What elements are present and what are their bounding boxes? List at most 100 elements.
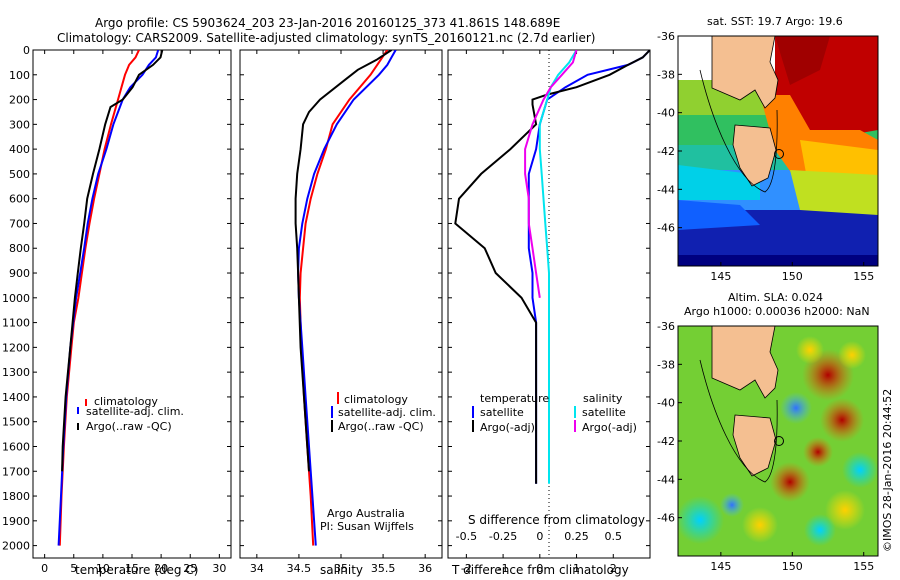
salinity-axes-box [239,49,443,559]
x-tick-label: 2 [610,562,617,575]
map-y-tick-label: -40 [657,397,675,410]
legend-header-temperature: temperature [480,392,549,405]
map-x-tick-label: 155 [853,560,874,573]
y-tick-label: 1300 [2,366,30,379]
x-tick-label: 36 [418,562,432,575]
y-tick-label: 1700 [2,465,30,478]
x-tick-label: 34 [250,562,264,575]
y-tick-label: 1800 [2,490,30,503]
legend-label-t-satellite: satellite [480,406,524,419]
y-tick-label: 300 [9,118,30,131]
temperature-legend: climatology satellite-adj. clim. Argo(..… [77,395,184,433]
sst-argo-marker [774,149,784,159]
y-tick-label: 700 [9,217,30,230]
y-tick-label: 0 [23,44,30,57]
y-tick-label: 1600 [2,440,30,453]
x-tick-label: 0 [41,562,48,575]
legend-header-salinity: salinity [583,392,623,405]
x-tick-label: 5 [70,562,77,575]
legend-label-argo: Argo(..raw -QC) [338,420,424,433]
x-tick-label: 0 [536,562,543,575]
y-tick-label: 1400 [2,391,30,404]
sst-tasmania [732,124,777,187]
map-y-tick-label: -44 [657,473,675,486]
map-y-tick-label: -46 [657,222,675,235]
map-y-tick-label: -40 [657,107,675,120]
map-x-tick-label: 150 [782,270,803,283]
temperature-xlabel: temperature (deg C) [75,563,198,577]
temperature-series [57,50,164,546]
s-tick-label: 0.25 [564,530,589,543]
series-line-argo-adj [454,50,650,484]
x-tick-label: 20 [154,562,168,575]
map-x-tick-label: 145 [710,270,731,283]
x-tick-label: 34.5 [287,562,312,575]
y-tick-label: 200 [9,94,30,107]
map-y-tick-label: -44 [657,183,675,196]
figure-title-line1: Argo profile: CS 5903624_203 23-Jan-2016… [95,16,560,30]
sst-isobath [699,69,778,193]
s-tick-label: 0.5 [605,530,623,543]
legend-label-climatology: climatology [344,393,408,406]
y-tick-label: 500 [9,168,30,181]
y-tick-label: 1500 [2,416,30,429]
x-tick-label: 25 [183,562,197,575]
map-x-tick-label: 155 [853,270,874,283]
x-tick-label: 1 [573,562,580,575]
depth-axis: 0 100 200 300 400 500 600 700 800 900 1000 1100 1200… [2,44,231,553]
sla-map-title-line1: Altim. SLA: 0.024 [728,291,823,304]
sla-heatmap [678,326,878,556]
annotation-argo-australia: Argo Australia [327,507,405,520]
sst-mainland [678,36,779,109]
sla-isobath [699,359,778,483]
y-tick-label: 400 [9,143,30,156]
difference-panel: -2 -1 0 1 2 -0.5 -0.25 0 0.25 0.5 S difference fr… [447,49,651,577]
legend-label-satellite: satellite-adj. clim. [338,406,436,419]
temperature-panel: 0100200300400500600700800900100011001200… [2,44,232,577]
salinity-x-axis: 34 34.5 35 35.5 36 [250,50,432,575]
sla-map-axes: 145 150 155 -36 -38 -40 -42 -44 -46 [657,320,874,573]
s-tick-label: -0.5 [456,530,477,543]
sla-map: Altim. SLA: 0.024 Argo h1000: 0.00036 h2… [657,291,879,573]
map-y-tick-label: -36 [657,30,675,43]
sst-map: sat. SST: 19.7 Argo: 19.6 145 150 155 -36 -3… [657,15,879,283]
map-y-tick-label: -38 [657,358,675,371]
map-y-tick-label: -46 [657,512,675,525]
figure-title-line2: Climatology: CARS2009. Satellite-adjuste… [57,31,595,45]
map-y-tick-label: -42 [657,435,675,448]
sst-map-axes: 145 150 155 -36 -38 -40 -42 -44 -46 [657,30,874,283]
annotation-pi: PI: Susan Wijffels [320,520,414,533]
x-tick-label: 35 [334,562,348,575]
s-tick-label: -0.25 [489,530,517,543]
salinity-xlabel: salinity [320,563,363,577]
sla-argo-marker [774,436,784,446]
y-tick-label: 1900 [2,515,30,528]
s-difference-label: S difference from climatology [468,513,645,527]
legend-label-satellite: satellite-adj. clim. [86,405,184,418]
y-tick-label: 900 [9,267,30,280]
legend-label-s-argo: Argo(-adj) [582,421,637,434]
t-difference-label: T difference from climatology [451,563,629,577]
salinity-series [294,50,397,546]
map-y-tick-label: -36 [657,320,675,333]
difference-legend: temperature salinity satellite Argo(-adj… [472,392,637,434]
difference-x-axis: -2 -1 0 1 2 -0.5 -0.25 0 0.25 0.5 [456,50,622,575]
map-y-tick-label: -42 [657,145,675,158]
x-tick-label: -1 [498,562,509,575]
map-y-tick-label: -38 [657,68,675,81]
y-tick-label: 1200 [2,341,30,354]
map-x-tick-label: 145 [710,560,731,573]
salinity-depth-ticks [240,49,442,547]
temperature-axes-box [32,49,232,559]
x-tick-label: 15 [125,562,139,575]
y-tick-label: 800 [9,242,30,255]
y-tick-label: 2000 [2,540,30,553]
series-line-argo-raw-qc [294,50,393,472]
x-tick-label: 35.5 [371,562,396,575]
salinity-legend: climatology satellite-adj. clim. Argo(..… [331,392,436,433]
legend-label-climatology: climatology [94,395,158,408]
legend-label-t-argo: Argo(-adj) [480,421,535,434]
sla-map-title-line2: Argo h1000: 0.00036 h2000: NaN [684,305,870,318]
y-tick-label: 1000 [2,292,30,305]
